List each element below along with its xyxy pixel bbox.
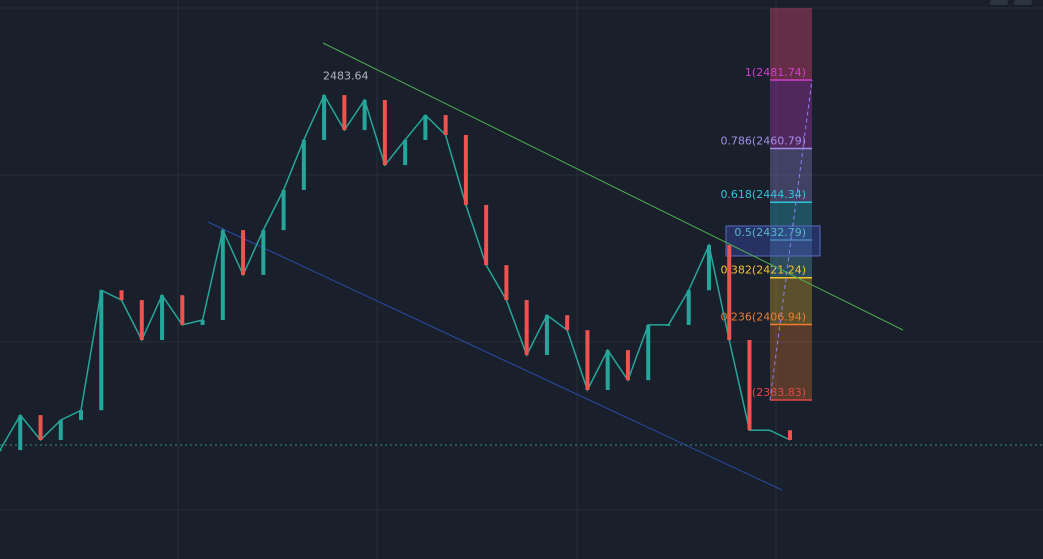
candle	[58, 420, 63, 441]
fib-band	[770, 8, 812, 80]
high-label: 2483.64	[323, 70, 369, 83]
candle	[301, 139, 306, 190]
candle	[160, 295, 165, 340]
candle	[99, 290, 104, 411]
candle	[463, 135, 468, 205]
price-line	[0, 93, 791, 451]
candle	[423, 115, 428, 140]
fib-retracement: 1(2481.74) 0.786(2460.79) 0.618(2444.34) 0.…	[720, 8, 821, 401]
candle	[241, 230, 246, 275]
price-plot: 2483.64	[0, 70, 792, 452]
candle	[625, 350, 630, 381]
fib-band	[770, 148, 812, 203]
candle	[747, 339, 752, 431]
fib-label: 0.786(2460.79)	[720, 134, 806, 147]
candle	[38, 415, 43, 441]
fib-label: 0.382(2421.24)	[720, 264, 806, 277]
candle	[180, 295, 185, 325]
candle	[261, 230, 266, 275]
candle	[646, 324, 651, 381]
fib-band	[770, 202, 812, 240]
candle	[342, 95, 347, 131]
fib-label: (2383.83)	[752, 386, 806, 399]
fib-band	[770, 324, 812, 401]
candle	[139, 300, 144, 340]
candle	[382, 100, 387, 166]
candle	[0, 450, 2, 452]
candle	[322, 95, 327, 140]
candle	[605, 350, 610, 390]
fib-label: 0.236(2406.94)	[720, 310, 806, 323]
candle	[403, 139, 408, 166]
fib-label: 0.5(2432.79)	[734, 226, 806, 239]
candle	[504, 265, 509, 301]
candle	[281, 189, 286, 231]
candle	[585, 330, 590, 390]
fib-band	[770, 239, 812, 278]
candle	[544, 315, 549, 356]
candle	[484, 204, 489, 266]
candle	[524, 300, 529, 356]
fib-band	[770, 79, 812, 149]
candle	[119, 290, 124, 301]
candle	[706, 245, 711, 291]
candle	[666, 324, 671, 326]
candle	[362, 100, 367, 131]
candle	[220, 230, 225, 321]
toolbar-button[interactable]	[1014, 0, 1032, 5]
candle	[18, 415, 23, 451]
trend-line	[322, 42, 904, 331]
fib-label: 1(2481.74)	[745, 66, 806, 79]
candle	[200, 320, 205, 325]
candle	[565, 315, 570, 331]
candle	[767, 430, 772, 432]
candle	[686, 290, 691, 325]
candle	[788, 430, 792, 441]
candle	[79, 410, 84, 421]
candle	[727, 245, 732, 340]
candle	[443, 115, 448, 136]
fib-label: 0.618(2444.34)	[720, 188, 806, 201]
level-highlight	[725, 225, 821, 257]
toolbar-button[interactable]	[990, 0, 1008, 5]
fib-diagonal	[769, 79, 813, 401]
fib-band	[770, 277, 812, 325]
